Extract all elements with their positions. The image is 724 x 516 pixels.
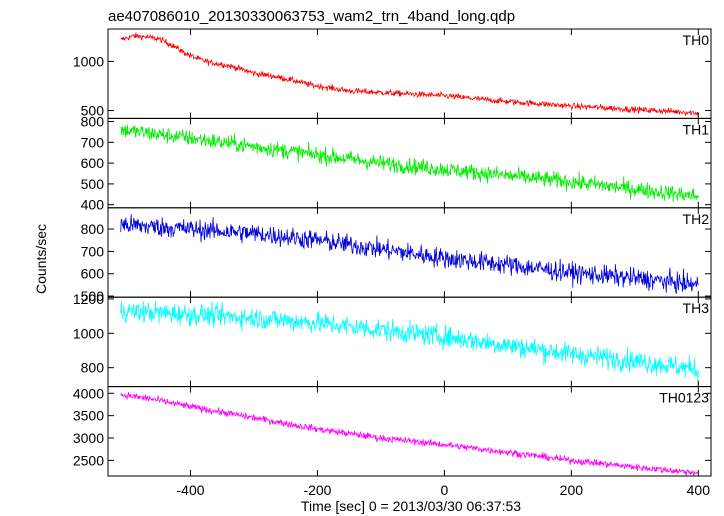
series-th1 [120, 124, 699, 203]
y-tick-label: 700 [81, 243, 105, 259]
series-th0 [120, 32, 699, 117]
y-tick-label: 3000 [73, 430, 104, 446]
y-tick-label: 500 [81, 103, 105, 119]
y-tick-label: 2500 [73, 452, 104, 468]
x-tick-label: -400 [177, 482, 205, 498]
y-tick-label: 500 [81, 288, 105, 304]
panel-frame-th0123 [107, 386, 712, 477]
y-tick-label: 4000 [73, 385, 104, 401]
series-th0123 [120, 392, 699, 477]
y-tick-label: 600 [81, 155, 105, 171]
series-th3 [120, 300, 699, 382]
panel-label-th2: TH2 [683, 211, 710, 227]
x-tick-label: -200 [303, 482, 331, 498]
y-tick-label: 1000 [73, 325, 104, 341]
y-axis-label: Counts/sec [33, 224, 49, 294]
x-axis-label: Time [sec] 0 = 2013/03/30 06:37:53 [301, 498, 521, 514]
panel-label-th1: TH1 [683, 121, 710, 137]
panel-label-th0: TH0 [683, 32, 710, 48]
plot-panels: 500 1000 TH0 400 500 600 700 800 TH1 500 600 700 800… [73, 28, 712, 498]
y-tick-label: 500 [81, 176, 105, 192]
y-tick-label: 800 [81, 360, 105, 376]
series-th2 [120, 214, 699, 294]
x-tick-label: 400 [687, 482, 711, 498]
y-tick-label: 800 [81, 114, 105, 130]
y-tick-label: 1200 [73, 291, 104, 307]
panel-label-th3: TH3 [683, 300, 710, 316]
y-tick-label: 3500 [73, 408, 104, 424]
y-tick-label: 700 [81, 134, 105, 150]
y-tick-label: 600 [81, 266, 105, 282]
y-tick-label: 400 [81, 197, 105, 213]
chart-title: ae407086010_20130330063753_wam2_trn_4ban… [108, 8, 515, 25]
panel-frame-th3 [107, 296, 712, 388]
y-tick-label: 1000 [73, 53, 104, 69]
panel-frame-th0 [107, 28, 712, 119]
x-tick-label: 200 [560, 482, 584, 498]
x-tick-label: 0 [441, 482, 449, 498]
y-tick-label: 800 [81, 221, 105, 237]
panel-label-th0123: TH0123 [659, 390, 709, 406]
